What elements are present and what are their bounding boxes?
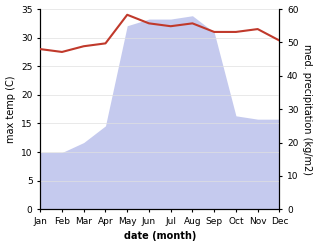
X-axis label: date (month): date (month) <box>124 231 196 242</box>
Y-axis label: max temp (C): max temp (C) <box>5 75 16 143</box>
Y-axis label: med. precipitation (kg/m2): med. precipitation (kg/m2) <box>302 44 313 175</box>
